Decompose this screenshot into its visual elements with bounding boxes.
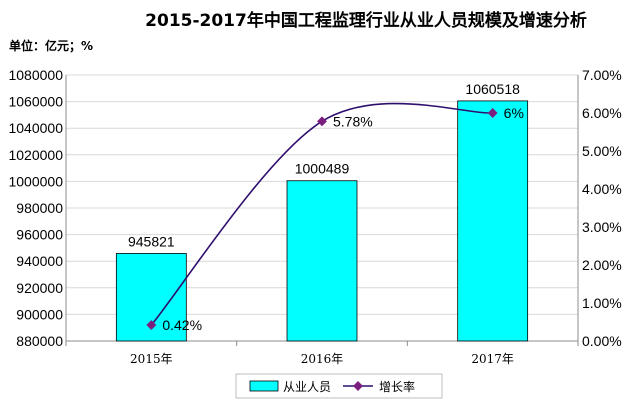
legend-label-line: 增长率 (379, 379, 415, 394)
growth-value-label: 0.42% (162, 317, 202, 333)
y-left-tick-label: 980000 (16, 200, 63, 216)
growth-value-label: 6% (504, 105, 524, 121)
data-labels: 945821 1000489 1060518 0.42% 5.78% 6% (128, 81, 524, 333)
growth-marker (317, 116, 327, 127)
y-left-tick-label: 1060000 (8, 94, 63, 110)
y-right-tick-label: 3.00% (582, 219, 622, 235)
y-right-tick-label: 7.00% (582, 67, 622, 83)
bar-value-label: 1000489 (295, 161, 350, 177)
bar-value-label: 1060518 (465, 81, 520, 97)
x-tick-label: 2017年 (471, 352, 514, 366)
growth-line (150, 102, 493, 326)
chart-title: 2015-2017年中国工程监理行业从业人员规模及增速分析 (145, 10, 587, 31)
bar (457, 100, 529, 342)
y-left-tick-label: 1040000 (8, 120, 63, 136)
legend-label-bar: 从业人员 (283, 380, 331, 394)
y-right-tick-label: 0.00% (582, 333, 622, 349)
y-right-tick-label: 6.00% (582, 105, 622, 121)
bar-series (115, 100, 529, 342)
bar-value-label: 945821 (128, 233, 175, 249)
y-right-tick-label: 5.00% (582, 143, 622, 159)
y-right-tick-label: 4.00% (582, 181, 622, 197)
unit-label: 单位：亿元；% (9, 38, 93, 53)
y-left-tick-label: 1000000 (8, 173, 63, 189)
y-left-tick-label: 1020000 (8, 147, 63, 163)
tick-labels: 880000 900000 920000 940000 960000 980000 1000… (8, 67, 621, 366)
legend: 从业人员 增长率 (235, 373, 443, 399)
y-left-tick-label: 940000 (16, 253, 63, 269)
y-left-tick-label: 880000 (16, 333, 63, 349)
legend-line-marker (353, 381, 363, 391)
legend-bar-swatch (249, 380, 279, 392)
y-left-tick-label: 960000 (16, 227, 63, 243)
x-tick-label: 2015年 (130, 352, 173, 366)
y-left-tick-label: 1080000 (8, 67, 63, 83)
y-right-tick-label: 1.00% (582, 295, 622, 311)
y-right-tick-label: 2.00% (582, 257, 622, 273)
growth-marker (146, 320, 157, 330)
bar (286, 180, 358, 342)
growth-value-label: 5.78% (333, 113, 373, 129)
y-left-tick-label: 900000 (16, 306, 63, 322)
y-left-tick-label: 920000 (16, 280, 63, 296)
x-tick-label: 2016年 (301, 352, 344, 366)
